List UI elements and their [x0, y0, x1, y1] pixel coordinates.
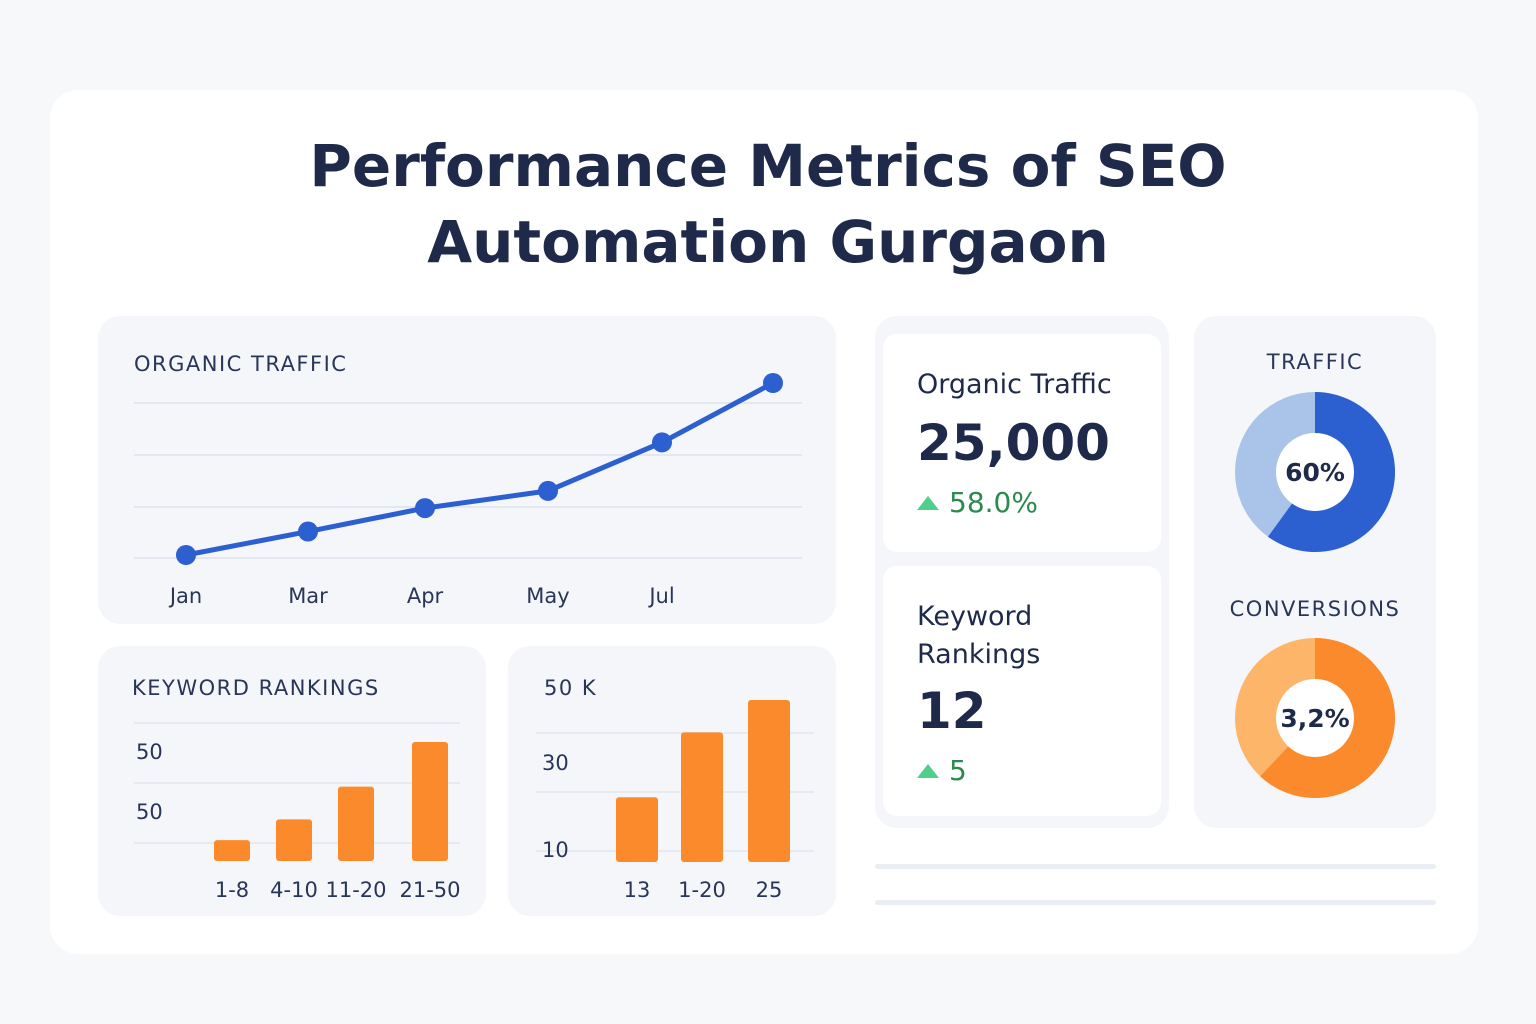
bar [412, 742, 448, 861]
traffic-donut-chart: 60% [1235, 392, 1396, 552]
x-tick-label: 11-20 [325, 878, 386, 902]
x-tick-label: 1-8 [215, 878, 249, 902]
bar [681, 732, 723, 862]
kpi-panel: Organic Traffic 25,000 58.0% Keyword Ran… [875, 316, 1169, 828]
x-tick-label: 4-10 [270, 878, 318, 902]
x-tick-label: May [526, 584, 569, 608]
organic-traffic-title: ORGANIC TRAFFIC [134, 352, 348, 376]
x-tick-label: Mar [288, 584, 328, 608]
donut-center-label: 60% [1285, 458, 1345, 487]
conversions-donut-chart: 3,2% [1235, 638, 1396, 798]
bar [214, 840, 250, 861]
volume-title: 50 K [544, 676, 598, 700]
y-tick-label: 30 [542, 751, 569, 775]
page-title-line-1: Performance Metrics of SEO [309, 132, 1227, 200]
x-tick-label: 13 [624, 878, 651, 902]
bar [616, 797, 658, 862]
traffic-series-line [185, 380, 775, 558]
y-tick-label: 10 [542, 838, 569, 862]
keyword-rankings-delta: 5 [917, 754, 967, 787]
keyword-rankings-title: KEYWORD RANKINGS [132, 676, 380, 700]
organic-traffic-line-chart: Jan Mar Apr May Jul [134, 373, 802, 608]
x-tick-label: Jan [168, 584, 202, 608]
data-point [298, 521, 318, 542]
keyword-rankings-label-line-2: Rankings [917, 639, 1041, 670]
organic-traffic-panel: ORGANIC TRAFFIC Jan Mar Apr May Jul [98, 316, 836, 624]
keyword-rankings-delta-value: 5 [949, 754, 967, 787]
keyword-rankings-card: Keyword Rankings 12 5 [883, 566, 1161, 816]
organic-traffic-card: Organic Traffic 25,000 58.0% [883, 334, 1161, 552]
keyword-rankings-label: Keyword Rankings [917, 598, 1040, 674]
volume-bar-chart: 30 10 13 1-20 25 [536, 700, 814, 902]
bar [276, 819, 312, 861]
keyword-rankings-value: 12 [917, 682, 987, 740]
x-tick-label: 1-20 [678, 878, 726, 902]
y-tick-label: 50 [136, 740, 163, 764]
x-tick-label: Jul [647, 584, 674, 608]
data-point [763, 373, 783, 393]
data-point [652, 432, 672, 453]
organic-traffic-label: Organic Traffic [917, 369, 1112, 400]
donut-center-label: 3,2% [1280, 704, 1349, 733]
page-title: Performance Metrics of SEO Automation Gu… [0, 128, 1536, 280]
organic-traffic-value: 25,000 [917, 414, 1110, 472]
data-point [538, 480, 558, 501]
x-tick-label: 21-50 [399, 878, 460, 902]
bar [338, 786, 374, 861]
donut-hole [1276, 679, 1354, 757]
page-title-line-2: Automation Gurgaon [427, 208, 1109, 276]
divider-line [875, 864, 1436, 869]
y-tick-label: 50 [136, 800, 163, 824]
x-tick-label: 25 [756, 878, 783, 902]
triangle-up-icon [917, 763, 939, 778]
data-point [176, 545, 196, 565]
volume-panel: 50 K 30 10 13 1-20 25 [508, 646, 836, 916]
organic-traffic-delta-value: 58.0% [949, 486, 1038, 519]
donut-hole [1276, 433, 1354, 511]
divider-line [875, 900, 1436, 905]
donut-panel: TRAFFIC 60% CONVERSIONS 3,2% [1194, 316, 1436, 828]
bar [748, 700, 790, 862]
keyword-rankings-panel: KEYWORD RANKINGS 50 50 1-8 4-10 11-20 21-50 [98, 646, 486, 916]
traffic-donut-title: TRAFFIC [1266, 350, 1364, 374]
conversions-donut-title: CONVERSIONS [1229, 597, 1401, 621]
keyword-rankings-bar-chart: 50 50 1-8 4-10 11-20 21-50 [134, 722, 461, 902]
triangle-up-icon [917, 495, 939, 510]
data-point [415, 498, 435, 519]
keyword-rankings-label-line-1: Keyword [917, 601, 1033, 632]
organic-traffic-delta: 58.0% [917, 486, 1038, 519]
x-tick-label: Apr [407, 584, 444, 608]
